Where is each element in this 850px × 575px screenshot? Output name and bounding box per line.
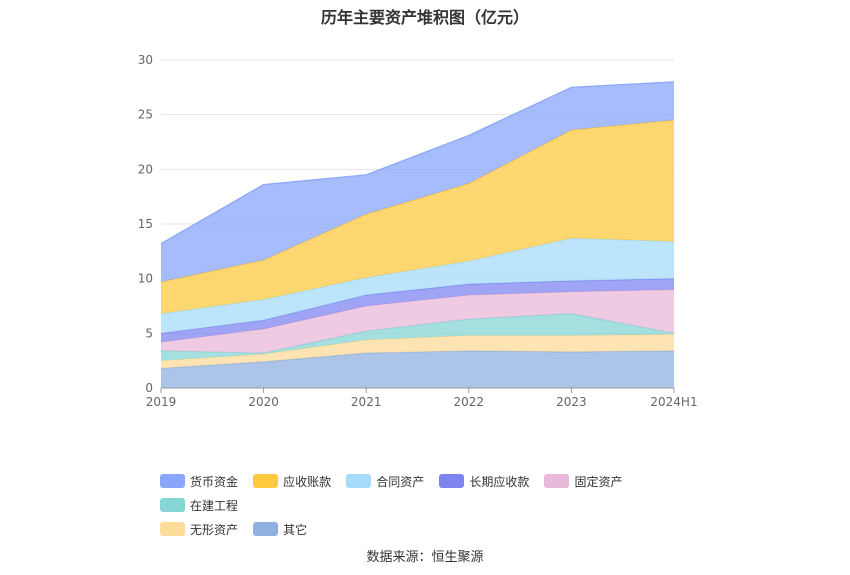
legend-item-intangible[interactable]: 无形资产 bbox=[160, 520, 238, 538]
x-tick-label-2024H1: 2024H1 bbox=[650, 395, 697, 409]
area-series-4 bbox=[161, 278, 674, 343]
x-tick-label-2021: 2021 bbox=[351, 395, 382, 409]
y-tick-label-15: 15 bbox=[138, 217, 153, 231]
legend-swatch-intangible bbox=[160, 522, 185, 536]
legend-label-cash: 货币资金 bbox=[190, 474, 239, 489]
y-tick-label-0: 0 bbox=[145, 381, 153, 395]
x-tick-label-2019: 2019 bbox=[146, 395, 177, 409]
y-tick-label-25: 25 bbox=[138, 108, 153, 122]
x-tick-label-2022: 2022 bbox=[454, 395, 485, 409]
line-series-3 bbox=[160, 289, 675, 343]
y-tick-label-10: 10 bbox=[138, 272, 153, 286]
chart-title: 历年主要资产堆积图（亿元） bbox=[320, 8, 529, 27]
area-series-7 bbox=[161, 81, 674, 282]
legend-label-intangible: 无形资产 bbox=[190, 522, 239, 537]
area-series-3 bbox=[161, 289, 674, 354]
legend-swatch-contract-assets bbox=[346, 474, 372, 488]
legend-swatch-other bbox=[253, 522, 279, 536]
x-tick-label-2023: 2023 bbox=[556, 395, 587, 409]
legend-label-receivables: 应收账款 bbox=[283, 474, 332, 489]
legend-item-fixed-assets[interactable]: 固定资产 bbox=[544, 472, 622, 490]
y-tick-label-30: 30 bbox=[138, 53, 153, 67]
legend-item-other[interactable]: 其它 bbox=[253, 520, 307, 538]
legend-label-other: 其它 bbox=[283, 522, 308, 537]
x-tick-label-2020: 2020 bbox=[248, 395, 279, 409]
legend-item-receivables[interactable]: 应收账款 bbox=[253, 472, 331, 490]
area-series-2 bbox=[161, 313, 674, 361]
legend-item-construction[interactable]: 在建工程 bbox=[160, 496, 238, 514]
legend-swatch-long-term-receivables bbox=[439, 474, 465, 488]
legend-item-contract-assets[interactable]: 合同资产 bbox=[346, 472, 424, 490]
legend-label-fixed-assets: 固定资产 bbox=[574, 474, 623, 489]
area-series-1 bbox=[161, 334, 674, 369]
legend-label-contract-assets: 合同资产 bbox=[376, 474, 425, 489]
y-tick-label-20: 20 bbox=[138, 162, 153, 176]
legend-item-cash[interactable]: 货币资金 bbox=[160, 472, 238, 490]
stacked-area-chart: 0 5 10 15 20 25 30 2019 2020 2021 2022 2023 2024H1 bbox=[138, 53, 698, 409]
area-series-6 bbox=[161, 120, 674, 314]
chart-legend: 货币资金 应收账款 合同资产 长期应收款 固定资产 在建工程 无形资产 bbox=[160, 472, 720, 544]
legend-swatch-construction bbox=[160, 498, 185, 512]
legend-swatch-receivables bbox=[253, 474, 279, 488]
legend-label-long-term-receivables: 长期应收款 bbox=[469, 474, 530, 489]
legend-item-long-term-receivables[interactable]: 长期应收款 bbox=[439, 472, 529, 490]
legend-swatch-cash bbox=[160, 474, 185, 488]
legend-swatch-fixed-assets bbox=[544, 474, 570, 488]
area-series-5 bbox=[161, 238, 674, 334]
legend-row-1: 货币资金 应收账款 合同资产 长期应收款 固定资产 在建工程 bbox=[160, 472, 720, 520]
data-source-note: 数据来源：恒生聚源 bbox=[366, 550, 484, 565]
y-tick-label-5: 5 bbox=[145, 326, 153, 340]
legend-row-2: 无形资产 其它 bbox=[160, 520, 720, 544]
line-series-7 bbox=[160, 81, 675, 245]
legend-label-construction: 在建工程 bbox=[190, 498, 239, 513]
